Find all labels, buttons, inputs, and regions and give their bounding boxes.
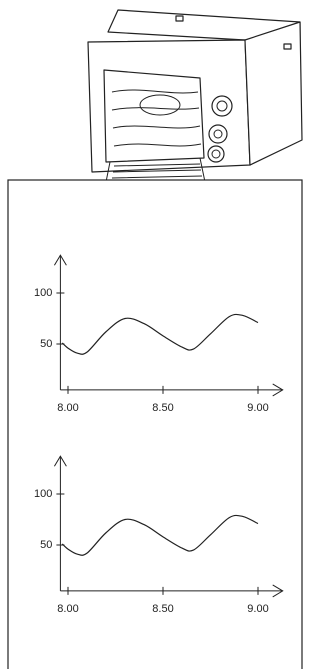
- x-tick-label: 9.00: [247, 402, 268, 414]
- x-tick-label: 8.00: [57, 402, 78, 414]
- knob: [212, 96, 232, 116]
- x-tick-label: 8.50: [152, 402, 173, 414]
- illustration: 50 100 8.00 8.50 9.00 50 100 8.00 8.50 9.00: [0, 0, 318, 669]
- paper-sheet: [8, 180, 302, 669]
- device-window: [104, 70, 204, 162]
- y-tick-label: 100: [34, 287, 52, 299]
- knob: [209, 125, 227, 143]
- device-corner: [176, 16, 183, 21]
- x-tick-label: 8.50: [152, 603, 173, 615]
- device-side: [245, 22, 302, 165]
- recorder-device: [88, 10, 302, 182]
- y-tick-label: 100: [34, 488, 52, 500]
- x-tick-label: 9.00: [247, 603, 268, 615]
- y-tick-label: 50: [40, 539, 52, 551]
- device-corner: [284, 44, 291, 49]
- x-tick-label: 8.00: [57, 603, 78, 615]
- y-tick-label: 50: [40, 338, 52, 350]
- knob: [208, 146, 224, 162]
